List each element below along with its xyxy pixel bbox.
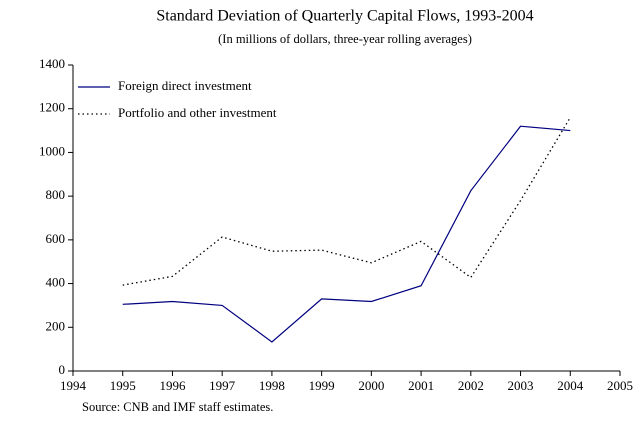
x-tick-label: 1999 (309, 378, 335, 393)
x-tick-label: 2004 (557, 378, 584, 393)
x-tick-label: 2002 (458, 378, 484, 393)
series-line (122, 117, 571, 286)
chart-subtitle: (In millions of dollars, three-year roll… (218, 32, 472, 46)
series-line (122, 125, 571, 343)
legend-label: Foreign direct investment (118, 78, 252, 93)
x-tick-label: 1996 (159, 378, 186, 393)
y-tick-label: 0 (59, 362, 66, 377)
x-tick-label: 1995 (110, 378, 136, 393)
x-tick-label: 1997 (209, 378, 236, 393)
y-tick-label: 200 (46, 318, 66, 333)
x-tick-label: 1998 (259, 378, 285, 393)
y-tick-label: 1400 (39, 56, 65, 71)
x-tick-label: 2003 (508, 378, 534, 393)
x-tick-label: 2005 (607, 378, 633, 393)
y-tick-label: 400 (46, 275, 66, 290)
x-tick-label: 2000 (358, 378, 384, 393)
chart-title: Standard Deviation of Quarterly Capital … (156, 8, 533, 25)
y-tick-label: 1200 (39, 100, 65, 115)
legend-label: Portfolio and other investment (118, 105, 277, 120)
y-tick-label: 800 (46, 187, 66, 202)
source-note: Source: CNB and IMF staff estimates. (82, 400, 273, 414)
y-tick-label: 1000 (39, 143, 65, 158)
y-tick-label: 600 (46, 231, 66, 246)
x-tick-label: 2001 (408, 378, 434, 393)
x-tick-label: 1994 (60, 378, 87, 393)
